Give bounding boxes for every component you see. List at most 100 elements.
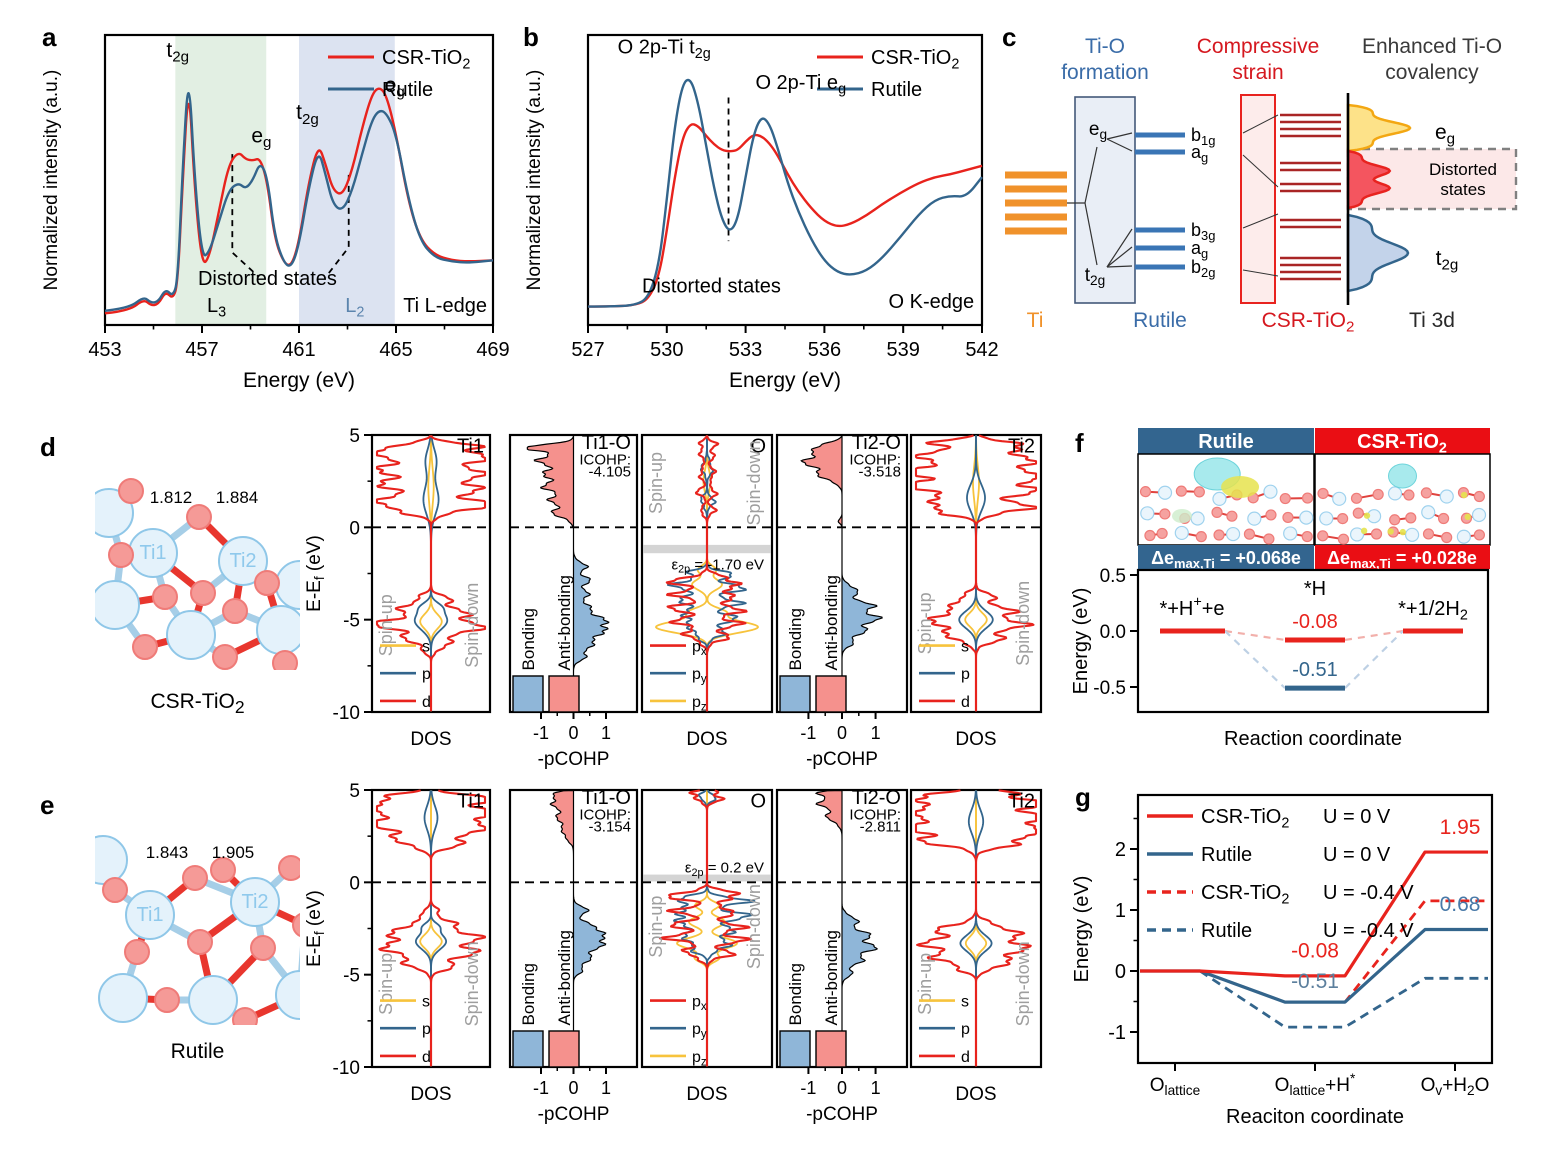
legend-name: CSR-TiO2 — [1201, 806, 1289, 831]
y-tick-label: -1 — [1108, 1022, 1126, 1044]
o-atom — [1317, 487, 1329, 500]
dos-curve-px — [705, 435, 748, 712]
legend-name: CSR-TiO2 — [1201, 882, 1289, 907]
ti-atom — [98, 973, 148, 1023]
o-atom — [154, 987, 180, 1013]
ti-atom — [1212, 491, 1227, 507]
o-atom — [186, 504, 212, 530]
y-tick-label: -5 — [343, 611, 360, 632]
rutile-level-label: ag — [1191, 238, 1208, 261]
o-atom — [1159, 508, 1171, 520]
antibonding-area — [526, 435, 575, 528]
y-tick-label: -10 — [333, 703, 360, 724]
split-line — [1106, 246, 1133, 268]
bonding-label: Bonding — [519, 608, 538, 670]
yellow-isosurface — [1460, 491, 1468, 499]
dos-legend-label: pz — [692, 1049, 707, 1069]
icohp-value: -3.518 — [858, 464, 901, 481]
pcohp-tick-label: 1 — [871, 723, 881, 743]
x-tick-label: Olattice — [1150, 1075, 1201, 1098]
bottom-caption: Ti 3d — [1409, 309, 1455, 332]
legend-label: Rutile — [382, 79, 433, 101]
pcohp-tick-label: 0 — [837, 1078, 847, 1098]
y-tick-label: -10 — [333, 1058, 360, 1079]
distorted-label: Distorted — [1429, 160, 1497, 179]
bond-length: 1.905 — [212, 843, 255, 862]
pcohp-tick-label: -1 — [800, 723, 816, 743]
legend-voltage: U = -0.4 V — [1323, 920, 1414, 942]
dos-legend-label: s — [422, 639, 430, 656]
o-atom — [1372, 488, 1384, 501]
rutile-charge-bar — [1138, 545, 1314, 569]
o-atom — [132, 634, 158, 660]
dos-legend-label: d — [422, 694, 431, 711]
split-line — [1084, 202, 1098, 266]
strain-connector — [1242, 269, 1279, 277]
split-line — [1106, 138, 1133, 152]
annotation: O 2p-Ti eg — [755, 72, 846, 97]
strain-connector — [1242, 114, 1279, 134]
csr-header-label: CSR-TiO2 — [1357, 431, 1447, 456]
ti-atom — [275, 970, 300, 1020]
yellow-isosurface — [1387, 528, 1394, 535]
ti-atom — [188, 975, 238, 1025]
annotation: t2g — [166, 39, 189, 66]
ti-atom — [1190, 511, 1205, 526]
xas-o-kedge-chart: 527 530 533 536 539 542 Energy (eV) Normalized … — [524, 33, 999, 392]
x-tick-label: 453 — [88, 339, 121, 361]
o-atom — [102, 877, 128, 903]
o-atom — [1213, 529, 1225, 541]
pcohp-title: Ti2-O — [852, 432, 901, 454]
x-axis-label: Energy (eV) — [729, 369, 841, 392]
rutile-level-label: ag — [1191, 142, 1208, 165]
dos-title: Ti2 — [1008, 791, 1035, 813]
x-tick-label: Olattice+H* — [1275, 1071, 1356, 1098]
series-0 — [1140, 850, 1488, 978]
o-atom — [1352, 507, 1364, 519]
dos-legend-label: s — [961, 639, 969, 656]
ti1-label: Ti1 — [136, 904, 163, 926]
ti-atom — [1471, 507, 1487, 523]
yellow-isosurface — [1363, 512, 1371, 519]
dos-title: O — [750, 791, 766, 813]
annotation: t2g — [296, 101, 319, 128]
icohp-value: -4.105 — [588, 464, 631, 481]
o-atom — [1437, 512, 1450, 525]
legend-voltage: U = 0 V — [1323, 806, 1391, 828]
annotation: Distorted states — [198, 268, 337, 290]
ti-atom — [1283, 526, 1298, 541]
ti-atom — [166, 610, 216, 660]
x-tick-label: 461 — [282, 339, 315, 361]
rutile-charge-label: Δemax,Ti = +0.068e — [1151, 548, 1301, 571]
o-atom — [187, 929, 213, 955]
rutile-header-label: Rutile — [1198, 431, 1254, 453]
dos-legend-label: px — [692, 639, 707, 659]
red-connector — [1224, 629, 1286, 642]
dos-title: Ti1 — [457, 436, 484, 458]
ti-atom — [1332, 491, 1347, 506]
y-tick-label: 1 — [1115, 900, 1126, 922]
panel-e-label: e — [40, 790, 55, 820]
dos-axis-label: DOS — [686, 729, 727, 750]
her-energy-panel: Rutile CSR-TiO2 Δemax,Ti = +0.068e Δemax,Ti… — [1070, 428, 1491, 750]
ti-atom — [256, 605, 300, 655]
o-atom — [1350, 492, 1363, 504]
o-atom — [210, 857, 236, 883]
eg-right-label: eg — [1435, 121, 1455, 148]
y-tick-label: 0.0 — [1100, 622, 1126, 643]
pcohp-axis-label: -pCOHP — [806, 1104, 878, 1125]
icohp-word: ICOHP: — [849, 807, 901, 824]
t2g-label: t2g — [1085, 265, 1106, 288]
e2p-label: ε2p = -1.70 eV — [671, 556, 764, 575]
dos-curve-px — [705, 789, 753, 1067]
diagram-header: strain — [1232, 61, 1283, 84]
spin-down-label: Spin-down — [744, 440, 764, 525]
y-tick-label: 5 — [349, 781, 360, 802]
dos-axis-label: DOS — [410, 729, 451, 750]
ti-atom — [1439, 489, 1454, 504]
e2p-label: ε2p = 0.2 eV — [685, 860, 764, 879]
y-tick-label: 0 — [349, 873, 360, 894]
o-atom — [108, 542, 134, 568]
dos-axis-label: DOS — [955, 1084, 996, 1105]
